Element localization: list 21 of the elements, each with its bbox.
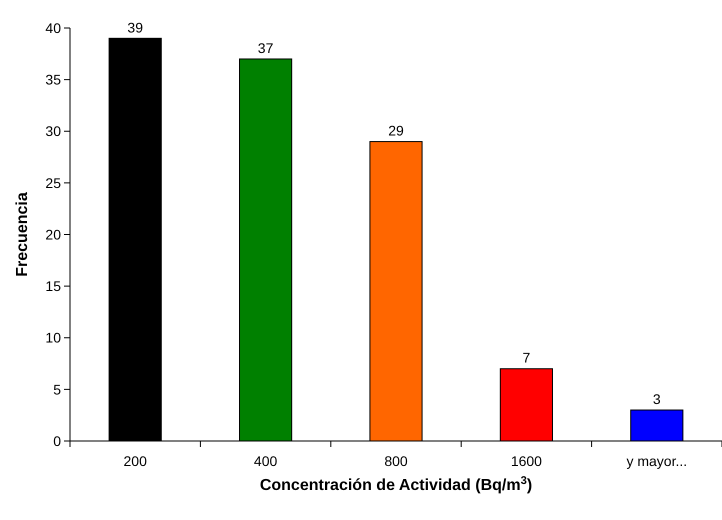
data-label: 3 <box>652 391 661 408</box>
data-label: 37 <box>258 40 274 56</box>
data-label: 29 <box>388 122 404 139</box>
x-tick-label: 800 <box>384 453 408 469</box>
data-label: 7 <box>522 350 530 366</box>
y-tick-label: 25 <box>45 174 62 191</box>
y-tick-label: 35 <box>45 72 62 88</box>
x-axis-title: Concentración de Actividad (Bq/m$^{3}$) <box>260 475 532 494</box>
y-tick-label: 15 <box>45 278 62 294</box>
y-axis-title: Frecuencia <box>14 192 31 277</box>
y-tick-label: 40 <box>45 20 62 36</box>
x-tick-label: y mayor... <box>626 453 688 469</box>
y-tick-label: 30 <box>45 123 62 140</box>
x-tick-label: 1600 <box>510 453 542 469</box>
x-tick-label: 200 <box>124 453 148 469</box>
data-label: 39 <box>127 19 144 36</box>
y-tick-label: 5 <box>53 381 62 398</box>
y-tick-label: 0 <box>53 432 62 449</box>
y-tick-label: 20 <box>45 226 62 242</box>
x-tick-label: 400 <box>254 453 278 469</box>
y-tick-label: 10 <box>45 330 62 346</box>
